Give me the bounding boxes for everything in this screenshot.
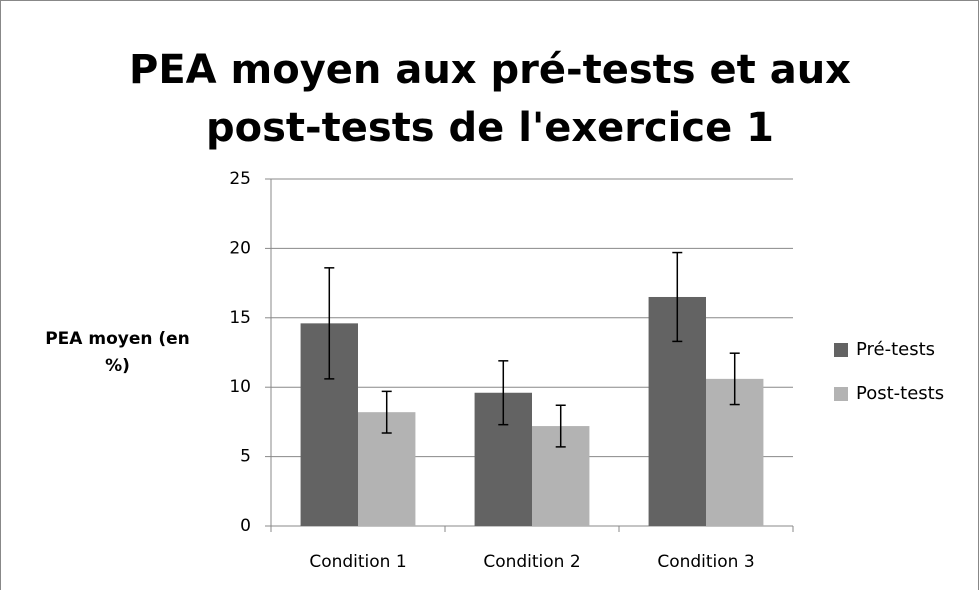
x-tick-label: Condition 3	[657, 552, 754, 572]
y-tick-label: 20	[229, 238, 251, 258]
y-axis-label: PEA moyen (en %)	[45, 329, 190, 376]
y-tick-label: 10	[229, 377, 251, 397]
error-bar	[729, 352, 740, 406]
legend-label: Pré-tests	[856, 339, 935, 360]
chart-title-line: post-tests de l'exercice 1	[206, 105, 774, 151]
chart-title-line: PEA moyen aux pré-tests et aux	[129, 47, 851, 93]
error-bar	[555, 404, 566, 448]
y-tick-label: 25	[229, 169, 251, 189]
y-tick-label: 15	[229, 308, 251, 328]
x-tick-label: Condition 2	[483, 552, 580, 572]
error-bar	[498, 360, 509, 426]
x-tick-label: Condition 1	[309, 552, 406, 572]
y-tick-label: 0	[240, 516, 251, 536]
y-tick-label: 5	[240, 447, 251, 467]
error-bar	[672, 251, 683, 343]
chart-title: PEA moyen aux pré-tests et aux post-tests…	[129, 47, 851, 151]
legend-label: Post-tests	[856, 383, 944, 404]
error-bar	[324, 267, 335, 380]
legend-swatch	[834, 387, 848, 401]
error-bar	[381, 390, 392, 434]
legend-swatch	[834, 343, 848, 357]
